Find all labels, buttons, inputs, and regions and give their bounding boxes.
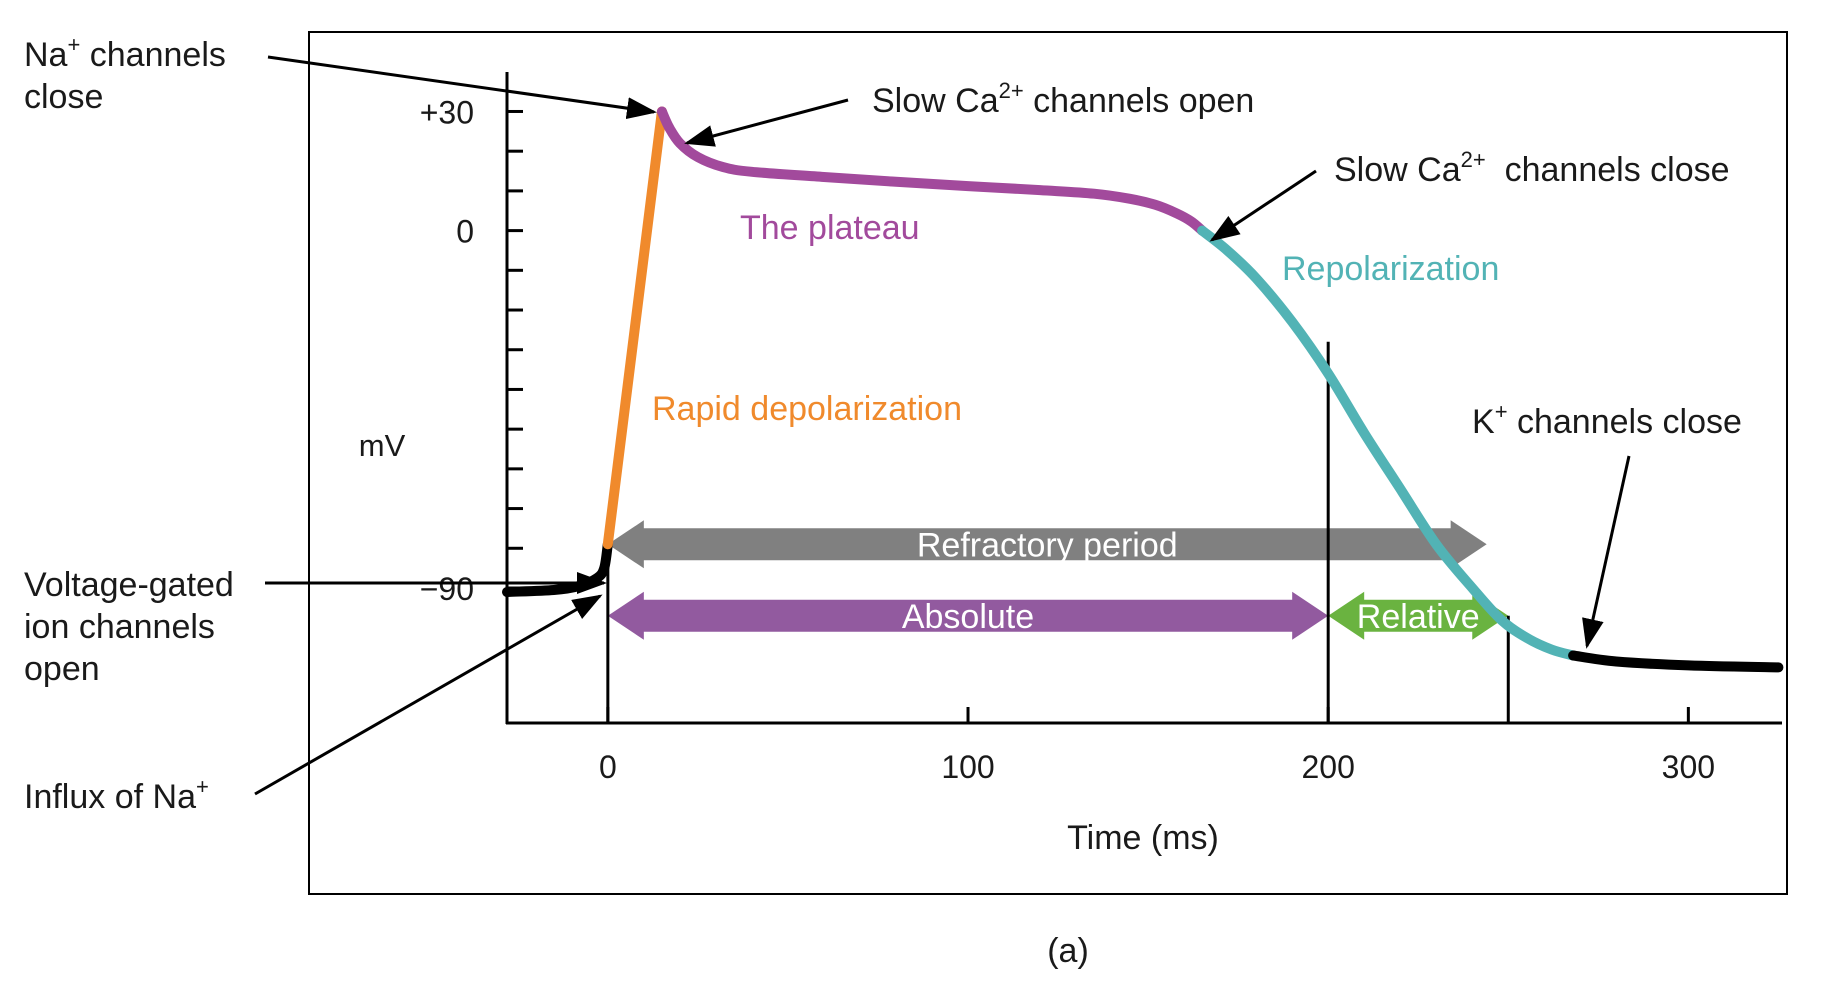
curve-segment-rapid_depolarization	[602, 106, 667, 550]
depolarization-label: Rapid depolarization	[652, 390, 962, 428]
annotation-voltage-gated-line3: open	[24, 650, 100, 688]
y-ticks: +30 0 −90	[420, 94, 523, 607]
x-axis-label: Time (ms)	[1067, 819, 1219, 857]
x-ticks: 0 100 200 300	[599, 707, 1715, 785]
x-tick-label: 100	[941, 749, 994, 785]
axes	[505, 72, 1782, 725]
arrow-ca-close	[1209, 169, 1317, 242]
plateau-label: The plateau	[740, 209, 920, 247]
period-bar-absolute	[607, 591, 1329, 640]
annotation-voltage-gated-line1: Voltage-gated	[24, 566, 234, 604]
repolarization-label: Repolarization	[1282, 250, 1499, 288]
vertical-markers	[606, 341, 1510, 723]
period-label-refractory: Refractory period	[917, 526, 1178, 564]
arrow-ca-open	[684, 98, 849, 147]
annotation-arrows	[254, 55, 1631, 796]
arrow-na-influx	[254, 594, 603, 796]
x-tick-label: 200	[1301, 749, 1354, 785]
arrow-na-close	[267, 55, 657, 120]
y-tick-label: +30	[420, 94, 474, 130]
annotation-na-influx: Influx of Na+	[24, 774, 209, 816]
curve-segment-resting_end	[1568, 650, 1784, 673]
curve-segment-repolarization	[1197, 225, 1579, 661]
annotation-ca-close: Slow Ca2+ channels close	[1334, 147, 1730, 189]
y-tick-label: −90	[420, 571, 474, 607]
period-bar-relative	[1328, 591, 1509, 640]
y-axis-label: mV	[359, 428, 406, 463]
period-label-absolute: Absolute	[902, 598, 1034, 636]
period-label-relative: Relative	[1357, 598, 1480, 636]
annotation-na-close-line2: close	[24, 78, 103, 116]
figure-label: (a)	[1047, 932, 1089, 970]
curve-segment-plateau	[656, 106, 1208, 236]
figure-frame	[308, 31, 1788, 895]
action-potential-curve	[502, 106, 1784, 673]
arrow-k-close	[1582, 455, 1631, 649]
annotation-na-close: Na+ channels close	[24, 32, 226, 116]
period-bars: Refractory period Absolute Relative	[607, 520, 1509, 640]
x-tick-label: 300	[1662, 749, 1715, 785]
annotation-voltage-gated: Voltage-gated ion channels open	[24, 566, 234, 688]
y-tick-label: 0	[456, 214, 474, 250]
period-bar-refractory	[607, 520, 1487, 569]
annotation-na-close-line1: Na+ channels	[24, 32, 226, 74]
annotation-k-close: K+ channels close	[1472, 399, 1742, 441]
curve-segment-resting_start	[502, 539, 613, 597]
annotation-ca-open: Slow Ca2+ channels open	[872, 78, 1254, 120]
annotation-voltage-gated-line2: ion channels	[24, 608, 215, 646]
x-tick-label: 0	[599, 749, 617, 785]
